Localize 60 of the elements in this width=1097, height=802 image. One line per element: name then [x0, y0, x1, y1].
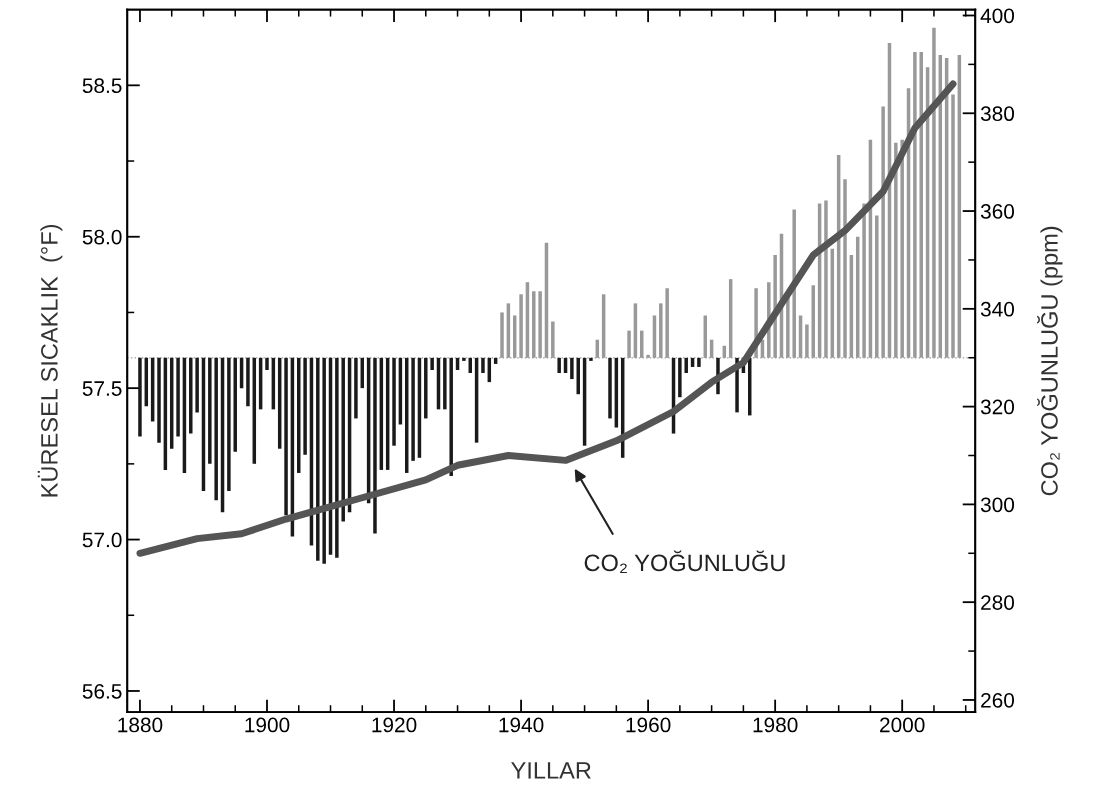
y2-tick-label: 340 [980, 301, 1015, 317]
y-tick-label: 58.5 [82, 78, 122, 94]
y2-tick-label: 300 [980, 497, 1015, 513]
x-tick-label: 2000 [880, 717, 925, 733]
x-tick-label: 1900 [245, 717, 290, 733]
bar [322, 357, 326, 564]
bar [189, 357, 193, 434]
bar [303, 357, 307, 455]
y-tick-label: 57.0 [82, 532, 122, 548]
y-tick-label: 58.0 [82, 229, 122, 245]
bar [411, 357, 415, 461]
bar [373, 357, 377, 534]
bar [430, 357, 434, 370]
x-tick-label: 1880 [118, 717, 163, 733]
bar [678, 357, 682, 398]
y2-tick-label: 280 [981, 595, 1015, 610]
bar [316, 357, 320, 561]
bar [576, 357, 580, 395]
bar [481, 357, 485, 374]
bar [449, 357, 453, 476]
y2-tick-label: 320 [980, 399, 1015, 415]
x-tick-label: 1920 [372, 717, 417, 733]
bar [354, 357, 358, 419]
bar [462, 357, 466, 361]
bar [392, 357, 396, 446]
bar [195, 357, 199, 413]
y-tick-label: 57.5 [82, 381, 122, 396]
bar [697, 357, 701, 367]
bar [341, 357, 345, 522]
bar [246, 357, 250, 407]
bar [335, 357, 339, 558]
x-tick-label: 1980 [753, 717, 798, 733]
bar [608, 357, 612, 419]
y2-tick-label: 400 [980, 8, 1015, 24]
y2-axis-title: CO₂ YOĞUNLUĞU (ppm) [1037, 226, 1063, 496]
bar [138, 357, 142, 437]
bar [684, 357, 688, 374]
bar [157, 357, 161, 443]
y2-tick-label: 360 [980, 204, 1015, 219]
bar [443, 357, 447, 410]
bar [424, 357, 428, 419]
annotation: CO₂ YOĞUNLUĞU [584, 550, 785, 574]
y-axis-title: KÜRESEL SICAKLIK (°F) [37, 224, 63, 497]
bar [557, 357, 561, 374]
bar [233, 357, 237, 452]
bar [176, 357, 180, 437]
x-tick-label: 1960 [626, 717, 671, 733]
x-tick-label: 1940 [499, 717, 544, 733]
bar [214, 357, 218, 501]
y2-tick-label: 380 [980, 106, 1015, 122]
x-axis-title: YILLAR [511, 762, 591, 779]
bar [265, 357, 269, 370]
bar [208, 357, 212, 464]
y2-tick-label: 260 [981, 692, 1015, 708]
bar [570, 357, 574, 380]
bar [297, 357, 301, 473]
bar [589, 357, 593, 361]
y-tick-label: 56.5 [82, 683, 122, 699]
bar [284, 357, 288, 516]
bar [227, 357, 231, 492]
